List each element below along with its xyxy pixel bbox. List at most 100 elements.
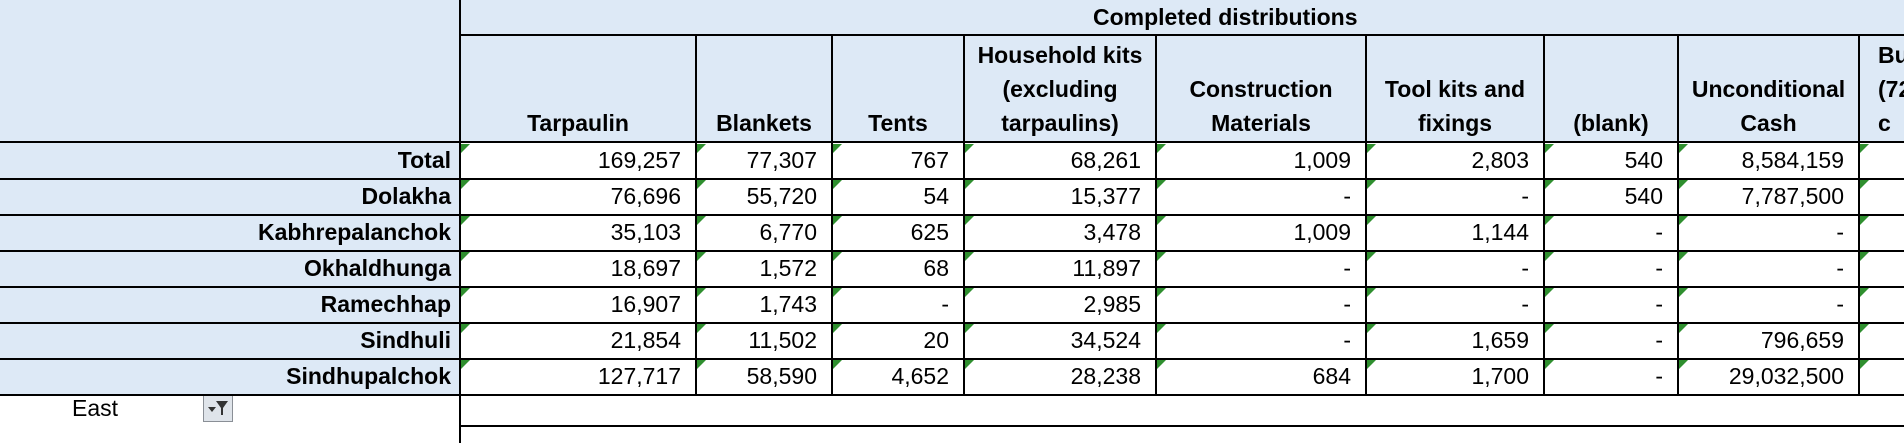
filter-dropdown-icon xyxy=(208,401,228,415)
table-cell[interactable]: 767 xyxy=(910,147,949,173)
table-cell[interactable]: 55,720 xyxy=(746,183,817,209)
table-cell[interactable]: 127,717 xyxy=(597,363,681,389)
table-cell[interactable]: - xyxy=(1521,183,1529,209)
table-cell[interactable]: - xyxy=(1655,219,1663,245)
grid-line xyxy=(0,141,1904,143)
number-stored-as-text-icon xyxy=(1157,288,1166,297)
table-cell[interactable]: 18,697 xyxy=(610,255,681,281)
number-stored-as-text-icon xyxy=(965,216,974,225)
table-cell[interactable]: - xyxy=(1343,183,1351,209)
table-cell[interactable]: 21,854 xyxy=(610,327,681,353)
column-header-0: Tarpaulin xyxy=(461,36,695,140)
table-cell[interactable]: - xyxy=(1655,363,1663,389)
grid-line xyxy=(0,322,1904,324)
table-cell[interactable]: 68 xyxy=(923,255,949,281)
table-cell[interactable]: - xyxy=(1343,291,1351,317)
number-stored-as-text-icon xyxy=(697,216,706,225)
number-stored-as-text-icon xyxy=(1545,360,1554,369)
table-cell[interactable]: 54 xyxy=(923,183,949,209)
table-cell[interactable]: - xyxy=(1655,327,1663,353)
table-cell[interactable]: 76,696 xyxy=(610,183,681,209)
table-cell[interactable]: 1,743 xyxy=(759,291,817,317)
row-label-kabhrepalanchok[interactable]: Kabhrepalanchok xyxy=(258,219,451,245)
table-cell[interactable]: 11,897 xyxy=(1072,255,1141,281)
table-cell[interactable]: 7,787,500 xyxy=(1741,183,1844,209)
table-cell[interactable]: 1,700 xyxy=(1471,363,1529,389)
table-cell[interactable]: 625 xyxy=(910,219,949,245)
number-stored-as-text-icon xyxy=(461,252,470,261)
row-label-total[interactable]: Total xyxy=(397,147,451,173)
number-stored-as-text-icon xyxy=(1367,180,1376,189)
number-stored-as-text-icon xyxy=(965,252,974,261)
table-cell[interactable]: 28,238 xyxy=(1070,363,1141,389)
table-cell[interactable]: 68,261 xyxy=(1070,147,1141,173)
row-label-background xyxy=(0,178,459,214)
table-cell[interactable]: - xyxy=(1343,255,1351,281)
table-cell[interactable]: 1,659 xyxy=(1471,327,1529,353)
table-cell[interactable]: 15,377 xyxy=(1070,183,1141,209)
table-cell[interactable]: 2,985 xyxy=(1083,291,1141,317)
table-cell[interactable]: 1,009 xyxy=(1293,219,1351,245)
table-cell[interactable]: 1,009 xyxy=(1293,147,1351,173)
column-header-line: Construction xyxy=(1189,76,1333,102)
number-stored-as-text-icon xyxy=(461,288,470,297)
table-cell[interactable]: 16,907 xyxy=(610,291,681,317)
grid-line xyxy=(0,286,1904,288)
table-cell[interactable]: 77,307 xyxy=(746,147,817,173)
table-cell[interactable]: 4,652 xyxy=(891,363,949,389)
table-cell[interactable]: - xyxy=(1655,291,1663,317)
table-cell[interactable]: - xyxy=(941,291,949,317)
number-stored-as-text-icon xyxy=(697,288,706,297)
table-cell[interactable]: 58,590 xyxy=(746,363,817,389)
table-cell[interactable]: - xyxy=(1836,255,1844,281)
row-label-ramechhap[interactable]: Ramechhap xyxy=(320,291,451,317)
table-cell[interactable]: 2,803 xyxy=(1471,147,1529,173)
number-stored-as-text-icon xyxy=(833,360,842,369)
table-cell[interactable]: 684 xyxy=(1312,363,1351,389)
row-label-dolakha[interactable]: Dolakha xyxy=(361,183,451,209)
table-cell[interactable]: - xyxy=(1521,291,1529,317)
number-stored-as-text-icon xyxy=(1545,180,1554,189)
row-label-sindhupalchok[interactable]: Sindhupalchok xyxy=(286,363,451,389)
number-stored-as-text-icon xyxy=(965,360,974,369)
table-cell[interactable]: 169,257 xyxy=(597,147,681,173)
number-stored-as-text-icon xyxy=(1679,288,1688,297)
table-cell[interactable]: 11,502 xyxy=(748,327,817,353)
table-cell[interactable]: 796,659 xyxy=(1760,327,1844,353)
grid-line xyxy=(0,178,1904,180)
table-cell[interactable]: 1,572 xyxy=(759,255,817,281)
table-cell[interactable]: - xyxy=(1655,255,1663,281)
table-cell[interactable]: - xyxy=(1343,327,1351,353)
table-cell[interactable]: 35,103 xyxy=(610,219,681,245)
number-stored-as-text-icon xyxy=(965,180,974,189)
number-stored-as-text-icon xyxy=(1860,216,1869,225)
table-cell[interactable]: 540 xyxy=(1624,147,1663,173)
table-cell[interactable]: 34,524 xyxy=(1070,327,1141,353)
column-header-line: Tents xyxy=(868,110,928,136)
table-cell[interactable]: 29,032,500 xyxy=(1728,363,1844,389)
grid-line xyxy=(459,425,1904,427)
number-stored-as-text-icon xyxy=(1157,216,1166,225)
column-header-line: Blankets xyxy=(716,110,812,136)
table-cell[interactable]: - xyxy=(1836,219,1844,245)
table-cell[interactable]: 8,584,159 xyxy=(1741,147,1844,173)
number-stored-as-text-icon xyxy=(1679,216,1688,225)
number-stored-as-text-icon xyxy=(1157,144,1166,153)
table-cell[interactable]: 540 xyxy=(1624,183,1663,209)
column-header-line: Cash xyxy=(1740,110,1797,136)
number-stored-as-text-icon xyxy=(833,252,842,261)
column-header-line: (72 xyxy=(1878,76,1904,102)
table-cell[interactable]: 1,144 xyxy=(1471,219,1529,245)
row-label-background xyxy=(0,286,459,322)
table-cell[interactable]: - xyxy=(1836,291,1844,317)
row-label-okhaldhunga[interactable]: Okhaldhunga xyxy=(304,255,451,281)
filter-dropdown-button[interactable] xyxy=(203,394,233,422)
number-stored-as-text-icon xyxy=(697,324,706,333)
table-cell[interactable]: - xyxy=(1521,255,1529,281)
table-cell[interactable]: 20 xyxy=(923,327,949,353)
table-cell[interactable]: 3,478 xyxy=(1083,219,1141,245)
table-cell[interactable]: 6,770 xyxy=(759,219,817,245)
region-filter-cell[interactable]: East xyxy=(0,390,459,426)
row-label-sindhuli[interactable]: Sindhuli xyxy=(360,327,451,353)
